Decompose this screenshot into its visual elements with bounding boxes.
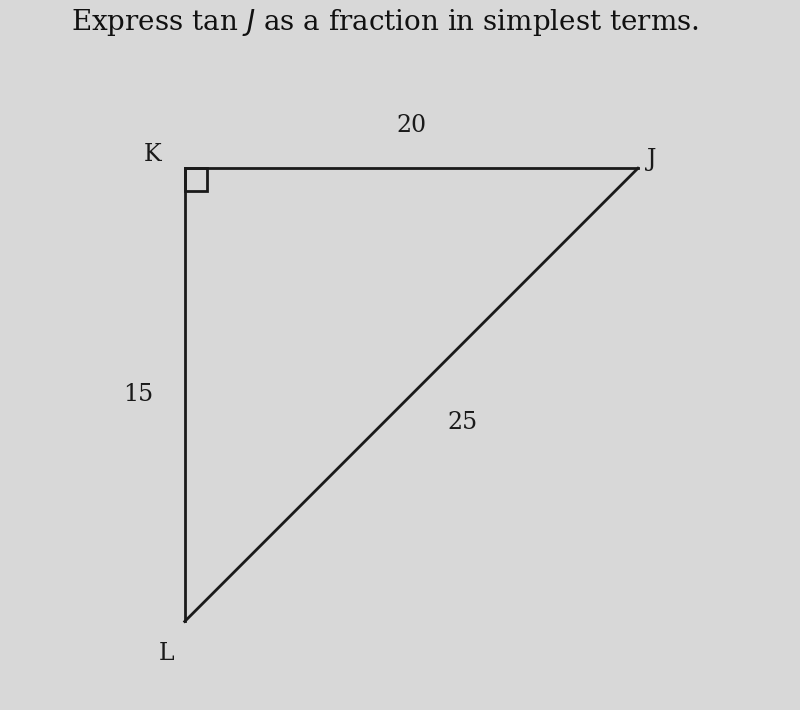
Text: 20: 20 [396, 114, 426, 136]
Bar [185, 168, 207, 191]
Text: L: L [158, 642, 174, 665]
Text: J: J [646, 148, 656, 170]
Text: 15: 15 [123, 383, 153, 406]
Text: Express tan $J$ as a fraction in simplest terms.: Express tan $J$ as a fraction in simples… [71, 7, 699, 38]
Text: K: K [144, 143, 162, 166]
Text: 25: 25 [447, 410, 478, 434]
